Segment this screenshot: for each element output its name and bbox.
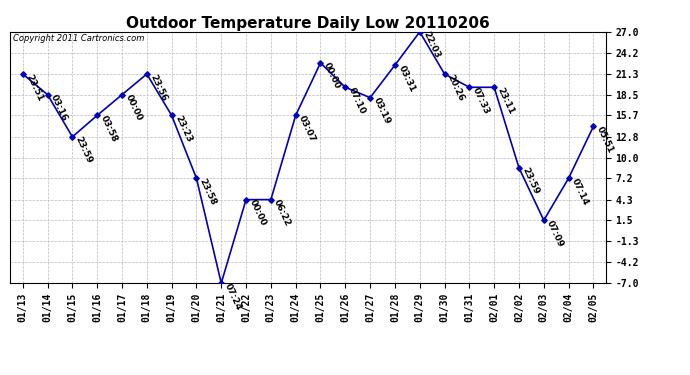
Text: 07:14: 07:14 <box>570 177 591 207</box>
Text: 23:23: 23:23 <box>173 114 193 144</box>
Text: 00:00: 00:00 <box>124 93 144 123</box>
Text: 23:56: 23:56 <box>148 73 168 102</box>
Title: Outdoor Temperature Daily Low 20110206: Outdoor Temperature Daily Low 20110206 <box>126 16 490 31</box>
Text: 00:00: 00:00 <box>322 62 342 91</box>
Text: 23:51: 23:51 <box>24 73 44 102</box>
Text: 07:10: 07:10 <box>346 86 367 116</box>
Text: Copyright 2011 Cartronics.com: Copyright 2011 Cartronics.com <box>13 34 145 44</box>
Text: 07:24: 07:24 <box>223 282 243 312</box>
Text: 00:00: 00:00 <box>248 198 268 228</box>
Text: 03:31: 03:31 <box>396 64 417 93</box>
Text: 03:58: 03:58 <box>99 114 119 144</box>
Text: 03:19: 03:19 <box>371 96 392 126</box>
Text: 22:03: 22:03 <box>421 30 442 60</box>
Text: 06:22: 06:22 <box>273 198 293 228</box>
Text: 03:07: 03:07 <box>297 114 317 144</box>
Text: 20:26: 20:26 <box>446 73 466 102</box>
Text: 03:16: 03:16 <box>49 93 69 123</box>
Text: 23:11: 23:11 <box>495 86 516 116</box>
Text: 23:59: 23:59 <box>520 166 541 196</box>
Text: 05:51: 05:51 <box>595 125 615 155</box>
Text: 07:09: 07:09 <box>545 219 565 249</box>
Text: 23:58: 23:58 <box>198 177 218 207</box>
Text: 23:59: 23:59 <box>74 135 94 165</box>
Text: 07:33: 07:33 <box>471 86 491 116</box>
